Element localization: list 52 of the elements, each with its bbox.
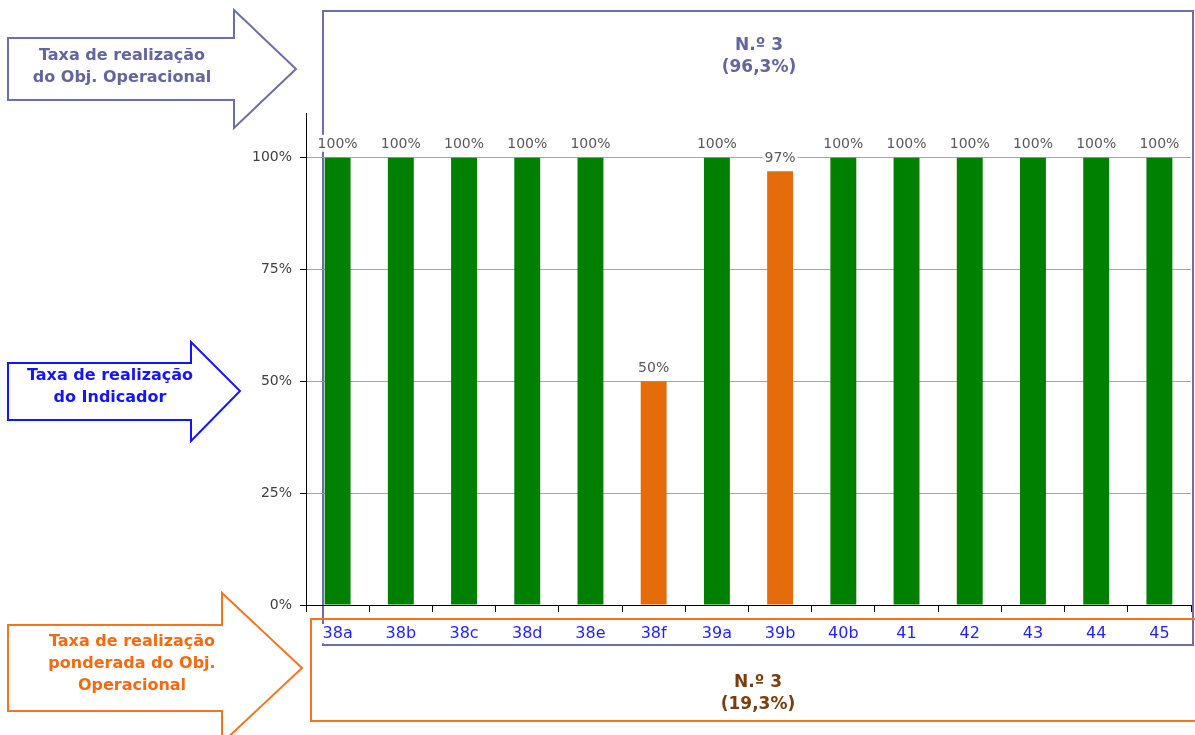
bar [1146,157,1173,605]
data-label: 100% [696,135,737,152]
x-tick-label: 39b [764,622,796,642]
bar [830,157,857,605]
data-label: 97% [764,148,796,165]
text: Taxa de realização ponderada do Obj. Operacional [47,630,217,696]
y-tick-label: 0% [269,595,292,612]
x-tick-label: 38a [322,622,353,642]
bar [893,157,920,605]
data-label: 100% [317,135,358,152]
data-label: 100% [570,135,611,152]
x-tick-label: 40b [828,622,859,642]
data-label: 100% [886,135,927,152]
data-label: 50% [638,359,670,375]
data-label: 100% [380,135,421,152]
x-tick-label: 38b [385,622,417,642]
x-tick-label: 38c [449,622,479,642]
data-label: 100% [1012,135,1053,152]
bar [1020,157,1046,605]
data-label: 100% [1076,135,1117,152]
bar [1083,157,1110,605]
text: Taxa de realização do Indicador [25,364,195,408]
y-tick-label: 50% [260,372,292,388]
data-label: 100% [949,135,990,152]
x-tick-label: 44 [1086,622,1107,642]
y-tick-label: 100% [251,148,292,165]
x-tick-label: 42 [959,622,980,642]
bar [767,171,794,605]
bar [387,157,414,605]
bar [956,157,983,605]
bar [451,157,477,605]
text: Taxa de realização do Obj. Operacional [31,44,213,88]
data-label: 100% [507,135,548,152]
x-tick-label: 39a [701,622,732,642]
bar [324,157,351,605]
x-tick-label: 45 [1149,622,1170,642]
data-label: 100% [823,135,864,152]
bar [703,157,730,605]
x-tick-label: 38d [511,622,543,642]
y-tick-label: 25% [260,483,292,500]
text: N.º 3 (19,3%) [719,670,797,714]
data-label: 100% [1139,135,1180,152]
text: N.º 3 (96,3%) [720,33,798,77]
x-tick-label: 38f [640,622,668,642]
x-tick-label: 41 [896,622,917,642]
y-tick-label: 75% [260,260,292,277]
bar [640,381,667,605]
data-label: 100% [444,135,485,152]
bar [577,157,604,605]
x-tick-label: 38e [575,622,606,642]
x-tick-label: 43 [1022,622,1044,642]
bar [514,157,541,605]
